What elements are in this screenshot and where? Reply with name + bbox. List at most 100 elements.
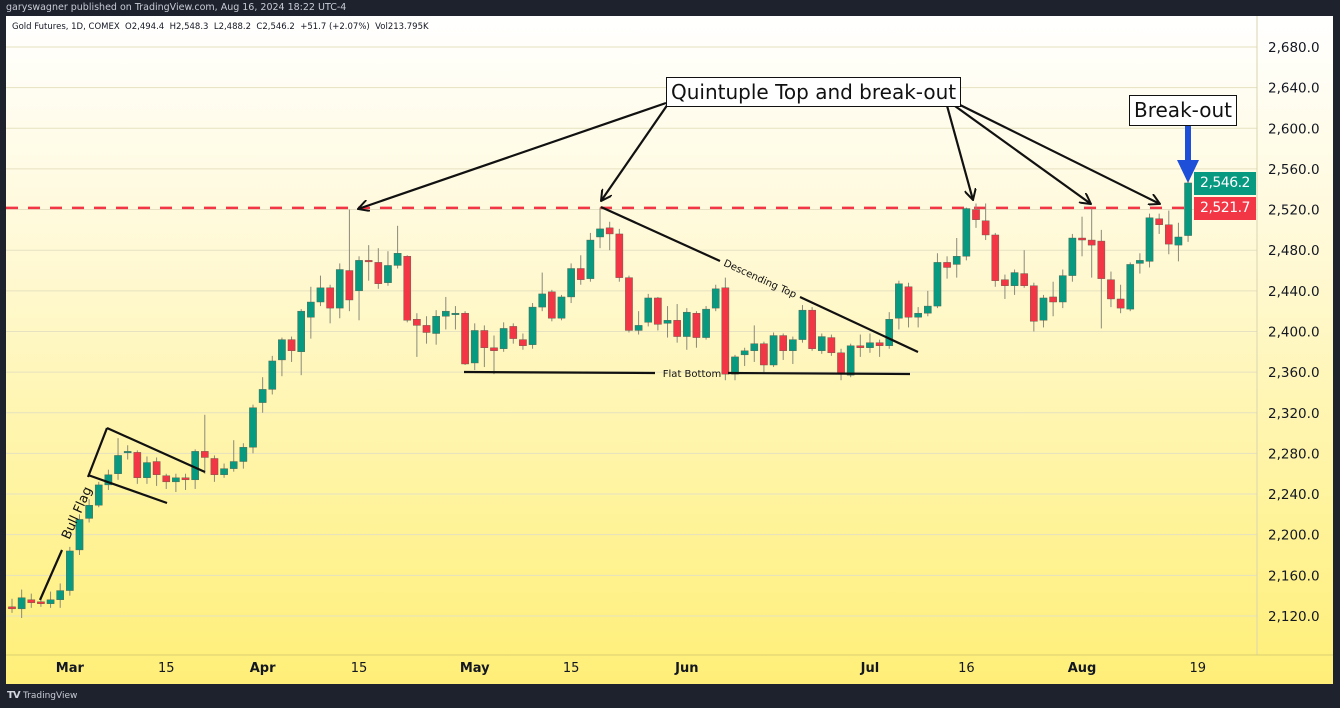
candle-body (1116, 298, 1125, 309)
candle-body (326, 287, 334, 309)
candle (827, 334, 836, 356)
candle-body (133, 452, 142, 478)
candle (721, 277, 730, 381)
price-tick-label: 2,520.0 (1268, 203, 1320, 219)
flat-bottom-line-b[interactable] (727, 371, 911, 376)
candle (1097, 229, 1106, 329)
quintuple-top-callout[interactable]: Quintuple Top and break-out (666, 77, 962, 107)
descending-top-line-a[interactable] (600, 205, 721, 263)
quintuple-arrow-3[interactable] (944, 101, 973, 200)
candle (46, 591, 55, 608)
candle (326, 284, 334, 324)
candle-body (297, 310, 306, 353)
quintuple-arrow-4[interactable] (947, 100, 1091, 204)
price-axis[interactable]: 2,120.0 2,160.0 2,200.0 2,240.0 2,280.0 2,320… (1268, 40, 1320, 625)
candle (605, 221, 614, 251)
candle-body (1039, 297, 1048, 321)
candle (470, 323, 479, 371)
candle-body (721, 287, 730, 375)
candle-body (413, 319, 421, 326)
candle-body (46, 599, 55, 604)
descending-top-line-b[interactable] (799, 296, 919, 353)
candle (981, 203, 990, 241)
candle (297, 309, 306, 376)
candle (856, 334, 865, 357)
candle (1010, 269, 1019, 295)
candle (133, 450, 142, 484)
price-tick-label: 2,360.0 (1268, 365, 1320, 381)
time-axis[interactable]: Mar 15 Apr 15 May 15 Jun Jul 16 Aug 19 (56, 661, 1206, 676)
tradingview-logo-icon[interactable]: TV (7, 690, 21, 701)
quintuple-arrow-5[interactable] (949, 99, 1160, 204)
candle-body (335, 269, 344, 309)
candle-body (249, 407, 257, 448)
candle-body (933, 262, 942, 307)
breakout-arrow[interactable] (1177, 126, 1199, 183)
candle-body (37, 601, 45, 604)
candle (94, 481, 103, 508)
quintuple-arrow-2[interactable] (601, 103, 669, 201)
candle (837, 348, 845, 381)
candle (374, 248, 383, 289)
quintuple-arrow-1[interactable] (358, 101, 667, 209)
candle-body (268, 360, 277, 390)
resistance-price-tag: 2,521.7 (1194, 197, 1256, 220)
candle-body (952, 256, 961, 265)
price-tick-label: 2,600.0 (1268, 121, 1320, 137)
candle-body (345, 270, 354, 301)
candle-body (152, 461, 161, 475)
candle-body (557, 296, 566, 319)
candle-body (1184, 182, 1192, 236)
time-tick-label: Apr (250, 661, 276, 676)
candle-body (991, 234, 1000, 281)
bull-flag-pole-upper[interactable] (86, 427, 109, 478)
candle-body (1068, 237, 1077, 276)
candle (673, 304, 681, 343)
candle-body (210, 458, 219, 475)
candle (1184, 180, 1192, 242)
candle (1145, 213, 1154, 268)
footer-brand[interactable]: TradingView (23, 691, 78, 701)
candle-body (451, 312, 460, 315)
candle (875, 339, 884, 357)
candle-body (1174, 236, 1183, 246)
candle-body (162, 475, 171, 483)
flat-bottom-label: Flat Bottom (663, 369, 721, 380)
candle-body (711, 288, 720, 309)
candle-body (432, 316, 440, 334)
candle-body (364, 260, 373, 263)
candle-body (143, 462, 151, 478)
candle-body (605, 227, 614, 235)
candle-body (1049, 296, 1057, 303)
candle-body (509, 326, 518, 339)
candle-body (1010, 272, 1019, 286)
symbol-legend: Gold Futures, 1D, COMEX O2,494.4 H2,548.… (12, 22, 429, 32)
candle-body (1126, 264, 1135, 310)
breakout-callout[interactable]: Break-out (1129, 95, 1237, 126)
price-tick-label: 2,560.0 (1268, 162, 1320, 178)
candle (249, 404, 257, 454)
candle-body (779, 335, 787, 351)
candle (1164, 210, 1173, 255)
candle-body (422, 325, 431, 333)
candle-body (750, 343, 759, 351)
candle (779, 333, 787, 360)
bull-flag-pole-lower[interactable] (38, 549, 64, 601)
candle-body (1078, 237, 1086, 241)
price-tick-label: 2,160.0 (1268, 568, 1320, 584)
bull-flag-top[interactable] (106, 426, 206, 474)
candle-body (789, 339, 797, 351)
candle (692, 311, 701, 348)
annotation-drawings[interactable] (38, 99, 1160, 601)
candle (1049, 281, 1057, 317)
flat-bottom-line-a[interactable] (463, 370, 656, 375)
candle-body (943, 262, 951, 268)
time-tick-label: 19 (1189, 661, 1206, 676)
candle (422, 316, 431, 344)
candle-body (866, 342, 874, 348)
candle-body (229, 461, 238, 469)
bull-flag-bottom[interactable] (87, 473, 168, 505)
candle (258, 377, 267, 413)
candle-body (1155, 218, 1163, 225)
